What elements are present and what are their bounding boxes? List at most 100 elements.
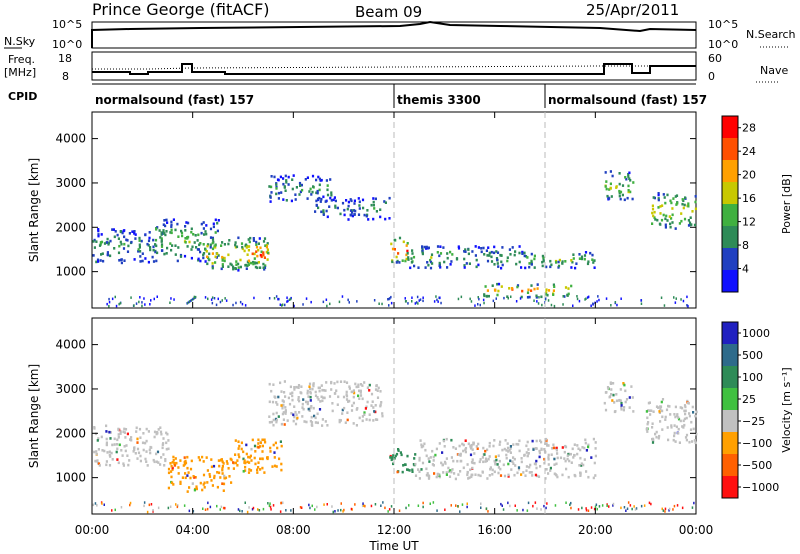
data-cell bbox=[367, 218, 370, 221]
data-cell bbox=[191, 482, 194, 485]
data-cell bbox=[459, 510, 461, 513]
data-cell bbox=[509, 504, 511, 508]
data-cell bbox=[553, 463, 556, 466]
data-cell bbox=[273, 456, 276, 459]
data-cell bbox=[269, 446, 272, 450]
data-cell bbox=[583, 254, 587, 257]
nave-label: Nave bbox=[760, 64, 788, 77]
data-cell bbox=[628, 406, 631, 409]
data-cell bbox=[222, 506, 225, 510]
data-cell bbox=[506, 446, 510, 450]
data-cell bbox=[135, 302, 138, 305]
data-cell bbox=[502, 463, 505, 467]
data-cell bbox=[293, 405, 296, 408]
data-cell bbox=[216, 252, 219, 255]
data-cell bbox=[335, 389, 338, 392]
data-cell bbox=[187, 301, 189, 305]
data-cell bbox=[148, 231, 151, 234]
data-cell bbox=[530, 471, 533, 474]
data-cell bbox=[202, 460, 205, 463]
data-cell bbox=[279, 303, 282, 306]
data-cell bbox=[163, 464, 166, 467]
data-cell bbox=[691, 440, 694, 443]
data-cell bbox=[143, 297, 145, 300]
data-cell bbox=[499, 440, 502, 444]
data-cell bbox=[396, 470, 399, 474]
data-cell bbox=[492, 299, 495, 303]
data-cell bbox=[177, 246, 180, 249]
data-cell bbox=[326, 188, 329, 192]
data-cell bbox=[108, 430, 111, 434]
data-cell bbox=[341, 408, 344, 412]
data-cell bbox=[689, 428, 693, 431]
data-cell bbox=[423, 245, 426, 249]
data-cell bbox=[221, 255, 224, 259]
data-cell bbox=[119, 302, 122, 305]
data-cell bbox=[674, 227, 677, 230]
data-cell bbox=[270, 185, 273, 189]
data-cell bbox=[282, 182, 285, 186]
data-cell bbox=[556, 475, 559, 479]
data-cell bbox=[666, 193, 669, 197]
data-cell bbox=[211, 247, 215, 251]
data-cell bbox=[500, 285, 503, 288]
data-cell bbox=[179, 255, 183, 258]
data-cell bbox=[500, 502, 502, 506]
data-cell bbox=[419, 298, 422, 301]
data-cell bbox=[152, 238, 155, 242]
data-cell bbox=[502, 508, 505, 511]
data-cell bbox=[333, 382, 336, 385]
data-cell bbox=[464, 439, 467, 442]
data-cell bbox=[426, 261, 429, 264]
data-cell bbox=[485, 295, 488, 298]
data-cell bbox=[682, 299, 685, 303]
data-cell bbox=[299, 391, 302, 394]
data-cell bbox=[123, 242, 126, 246]
data-cell bbox=[491, 473, 494, 476]
data-cell bbox=[255, 250, 258, 253]
data-cell bbox=[351, 390, 354, 394]
data-cell bbox=[351, 404, 354, 407]
data-cell bbox=[469, 447, 473, 450]
data-cell bbox=[216, 229, 219, 233]
colorbar-tick-label: 1000 bbox=[742, 327, 770, 340]
data-cell bbox=[457, 473, 460, 476]
data-cell bbox=[441, 463, 444, 467]
data-cell bbox=[147, 430, 150, 433]
data-cell bbox=[246, 510, 249, 514]
data-cell bbox=[156, 431, 159, 435]
data-cell bbox=[365, 418, 368, 421]
data-cell bbox=[255, 240, 258, 244]
data-cell bbox=[616, 303, 618, 307]
data-cell bbox=[160, 237, 163, 240]
data-cell bbox=[626, 196, 629, 200]
data-cell bbox=[311, 387, 314, 391]
data-cell bbox=[514, 504, 516, 507]
data-cell bbox=[221, 467, 224, 470]
data-cell bbox=[208, 252, 211, 256]
data-cell bbox=[313, 414, 316, 418]
data-cell bbox=[407, 258, 410, 261]
data-cell bbox=[363, 411, 366, 414]
data-cell bbox=[608, 188, 611, 191]
data-cell bbox=[341, 201, 345, 205]
data-cell bbox=[160, 245, 164, 248]
data-cell bbox=[531, 474, 534, 477]
freq-label-1: Freq. bbox=[8, 53, 35, 66]
data-cell bbox=[201, 488, 204, 492]
data-cell bbox=[629, 179, 632, 182]
data-cell bbox=[254, 462, 257, 466]
data-cell bbox=[486, 254, 489, 257]
data-cell bbox=[628, 396, 631, 399]
data-cell bbox=[321, 399, 324, 403]
data-cell bbox=[447, 470, 451, 473]
data-cell bbox=[675, 194, 679, 197]
data-cell bbox=[242, 450, 245, 454]
data-cell bbox=[515, 262, 518, 266]
data-cell bbox=[417, 504, 420, 507]
data-cell bbox=[358, 389, 361, 393]
data-cell bbox=[675, 297, 677, 300]
data-cell bbox=[411, 470, 414, 473]
data-cell bbox=[275, 295, 278, 298]
